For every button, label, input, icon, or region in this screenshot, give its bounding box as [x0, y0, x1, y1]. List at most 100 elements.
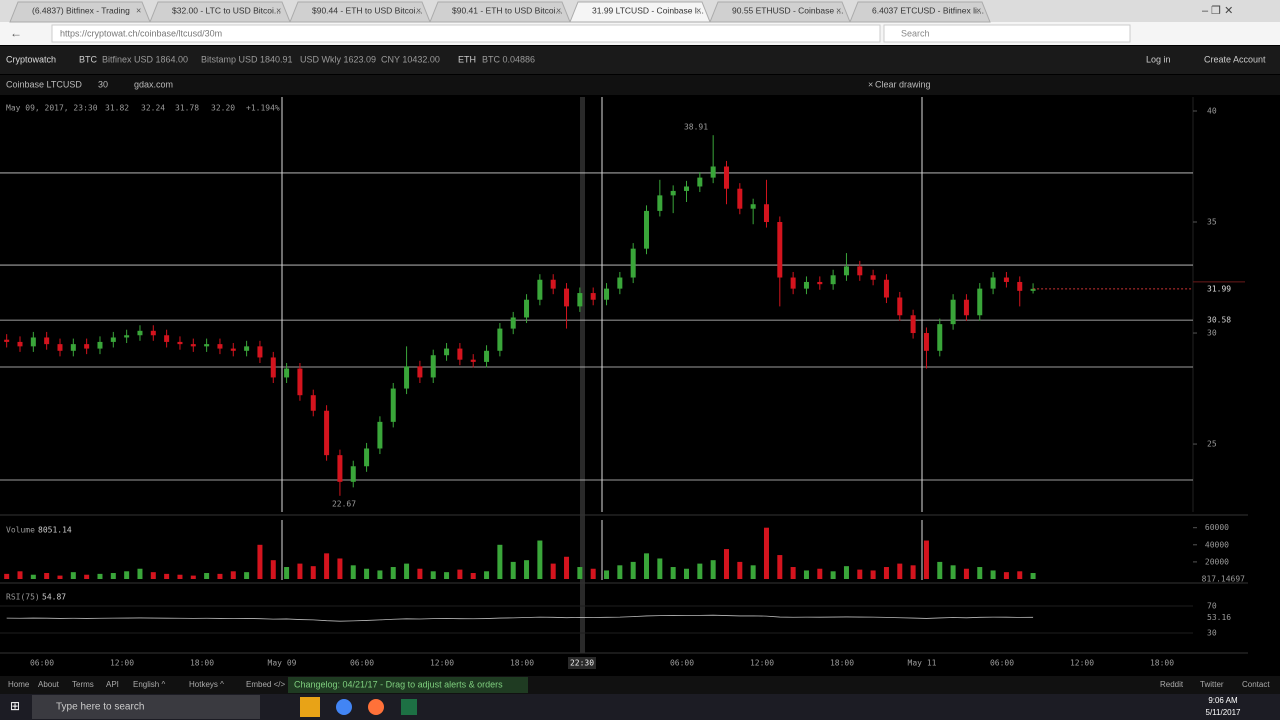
candle-body: [537, 279, 543, 300]
candle-body: [910, 315, 916, 334]
market[interactable]: Bitstamp USD 1840.91: [201, 54, 293, 64]
volume-bar: [617, 565, 623, 579]
y-tick-label: 35: [1207, 218, 1217, 227]
volume-bar: [870, 570, 876, 579]
tab-close[interactable]: ×: [276, 5, 281, 15]
clear-drawing[interactable]: Clear drawing: [875, 79, 931, 89]
tab[interactable]: [569, 1, 711, 23]
footer-link[interactable]: About: [38, 680, 60, 689]
volume-bar: [270, 560, 276, 579]
footer-link[interactable]: Twitter: [1200, 680, 1224, 689]
tab-close[interactable]: ×: [696, 5, 701, 15]
rsi-mid-label: 53.16: [1207, 613, 1231, 622]
candle-body: [97, 341, 103, 349]
footer-link[interactable]: Reddit: [1160, 680, 1184, 689]
candle-body: [497, 328, 503, 351]
tab-close[interactable]: ×: [136, 5, 141, 15]
volume-bar: [44, 573, 50, 579]
tab-title: $90.41 - ETH to USD Bitcoi...: [452, 5, 563, 15]
volume-bar: [550, 563, 556, 579]
volume-title: Volume: [6, 526, 35, 535]
footer-link[interactable]: Home: [8, 680, 30, 689]
volume-bar: [763, 527, 769, 579]
create-account[interactable]: Create Account: [1204, 54, 1266, 64]
volume-bar: [17, 571, 23, 579]
candle-body: [937, 324, 943, 351]
footer-link[interactable]: Hotkeys ^: [189, 680, 224, 689]
candle-body: [883, 279, 889, 298]
volume-bar: [284, 567, 290, 579]
candle-body: [417, 366, 423, 378]
app-icon[interactable]: [401, 699, 417, 715]
candle-body: [870, 275, 876, 280]
pair-select[interactable]: Coinbase LTCUSD: [6, 79, 82, 89]
last-price-label: 31.99: [1207, 284, 1231, 293]
tab[interactable]: [709, 1, 851, 23]
x-tick-label: 22:30: [570, 659, 594, 668]
brand[interactable]: Cryptowatch: [6, 54, 56, 64]
footer-link[interactable]: Embed </>: [246, 680, 285, 689]
candle-body: [550, 279, 556, 289]
app-icon[interactable]: [368, 699, 384, 715]
x-tick-label: May 09: [268, 659, 297, 668]
tab[interactable]: [849, 1, 991, 23]
candle-body: [124, 335, 130, 338]
high-label: 38.91: [684, 123, 708, 132]
footer-link[interactable]: English ^: [133, 680, 165, 689]
candle-body: [697, 177, 703, 187]
volume-bar: [137, 568, 143, 579]
footer-links: Home About Terms API English ^ Hotkeys ^ Embed…: [8, 680, 1270, 689]
app-icon[interactable]: [336, 699, 352, 715]
candle-body: [177, 341, 183, 345]
volume-bar: [4, 573, 10, 579]
x-tick-label: 06:00: [670, 659, 694, 668]
tab-close[interactable]: ×: [416, 5, 421, 15]
tab[interactable]: [429, 1, 571, 23]
market[interactable]: CNY 10432.00: [381, 54, 440, 64]
volume-bar: [190, 575, 196, 579]
candle-body: [684, 186, 689, 191]
candle-body: [897, 297, 903, 316]
volume-bar: [777, 555, 783, 579]
info-item: 32.24: [141, 104, 165, 113]
app-icon[interactable]: [300, 697, 320, 717]
window-controls[interactable]: – ❐ ✕: [1202, 5, 1233, 17]
search-box[interactable]: [883, 24, 1131, 43]
volume-current: 8051.14: [38, 526, 72, 535]
tab[interactable]: [149, 1, 291, 23]
candle-body: [710, 166, 716, 178]
taskbar-search[interactable]: [32, 695, 260, 719]
candle-body: [590, 293, 596, 300]
volume-bar: [524, 560, 530, 579]
tab-close[interactable]: ×: [836, 5, 841, 15]
market[interactable]: Bitfinex USD 1864.00: [102, 54, 188, 64]
footer-link[interactable]: API: [106, 680, 119, 689]
volume-bar: [404, 563, 410, 579]
x-tick-label: 06:00: [350, 659, 374, 668]
tab[interactable]: [289, 1, 431, 23]
x-tick-label: 18:00: [1150, 659, 1174, 668]
candle-body: [270, 357, 276, 378]
exchange-link[interactable]: gdax.com: [134, 79, 173, 89]
candle-body: [377, 421, 383, 449]
tab-close[interactable]: ×: [556, 5, 561, 15]
market[interactable]: BTC 0.04886: [482, 54, 535, 64]
interval-select[interactable]: 30: [98, 79, 108, 89]
tab[interactable]: [9, 1, 151, 23]
login[interactable]: Log in: [1146, 54, 1171, 64]
changelog[interactable]: Changelog: 04/21/17 - Drag to adjust ale…: [294, 679, 503, 689]
market[interactable]: USD Wkly 1623.09: [300, 54, 376, 64]
crosshair-time-box: [568, 657, 596, 669]
back-button[interactable]: ←: [10, 26, 22, 40]
volume-bar: [457, 569, 463, 579]
volume-bar: [257, 544, 263, 579]
address-bar[interactable]: [51, 24, 881, 43]
volume-bar: [177, 574, 183, 579]
footer-link[interactable]: Contact: [1242, 680, 1270, 689]
tab-close[interactable]: ×: [976, 5, 981, 15]
candle-body: [390, 388, 396, 422]
volume-bar: [963, 568, 969, 579]
start-button[interactable]: ⊞: [10, 699, 20, 713]
footer-link[interactable]: Terms: [72, 680, 94, 689]
candle-body: [137, 330, 143, 336]
